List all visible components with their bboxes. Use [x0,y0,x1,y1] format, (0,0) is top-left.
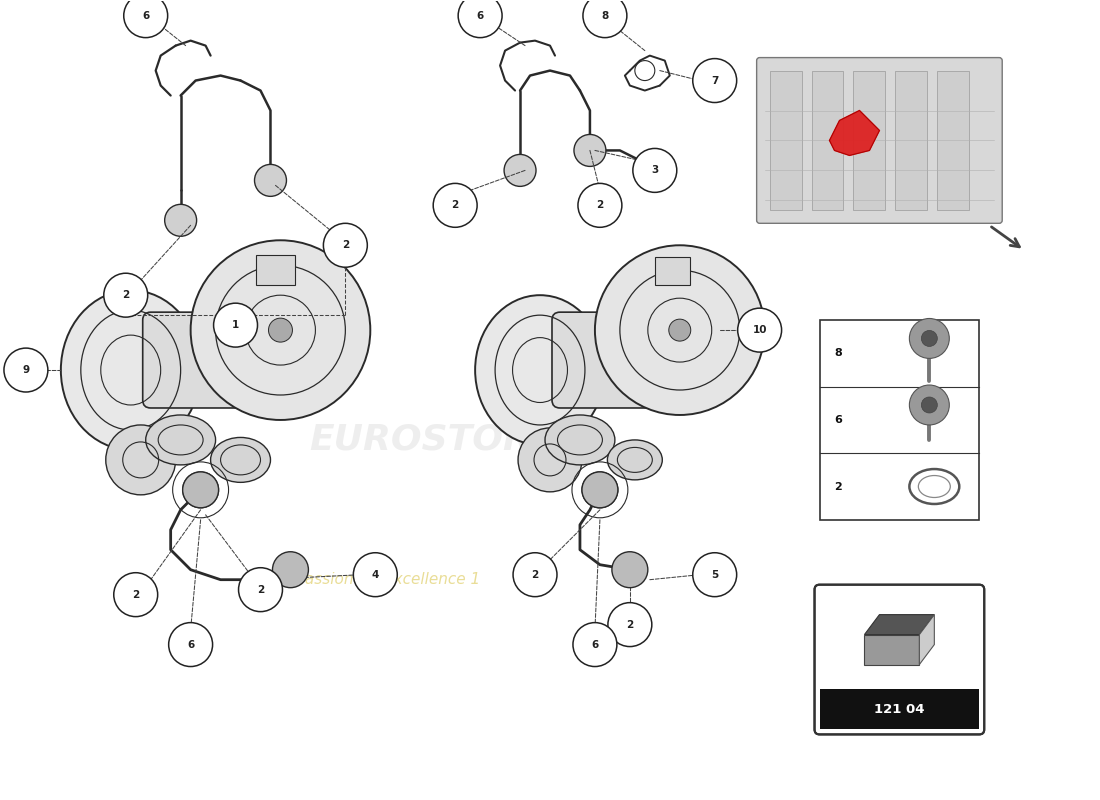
Circle shape [910,385,949,425]
Text: 2: 2 [531,570,539,580]
Circle shape [578,183,621,227]
Text: 5: 5 [711,570,718,580]
Circle shape [504,154,536,186]
Polygon shape [920,614,934,665]
Circle shape [239,568,283,612]
Bar [255,255,296,285]
Circle shape [113,573,157,617]
Text: 6: 6 [476,10,484,21]
Bar [654,258,690,285]
Text: 2: 2 [835,482,843,491]
Circle shape [190,240,371,420]
Text: 7: 7 [711,75,718,86]
Bar [770,70,802,210]
Bar [937,70,969,210]
Circle shape [693,553,737,597]
Circle shape [353,553,397,597]
Circle shape [273,552,308,588]
Circle shape [168,622,212,666]
Polygon shape [865,614,934,634]
Bar [895,70,927,210]
Circle shape [323,223,367,267]
Ellipse shape [607,440,662,480]
Ellipse shape [544,415,615,465]
Ellipse shape [210,438,271,482]
Text: a passion for excellence 1: a passion for excellence 1 [280,572,480,587]
Text: 4: 4 [372,570,379,580]
Ellipse shape [145,415,216,465]
Circle shape [106,425,176,495]
Circle shape [268,318,293,342]
Circle shape [213,303,257,347]
Text: 1: 1 [232,320,239,330]
Circle shape [922,330,937,346]
Text: 6: 6 [187,639,195,650]
Circle shape [183,472,219,508]
Circle shape [582,472,618,508]
Circle shape [693,58,737,102]
FancyBboxPatch shape [814,585,984,734]
FancyBboxPatch shape [552,312,678,408]
Ellipse shape [60,290,200,450]
Text: 3: 3 [651,166,659,175]
Circle shape [583,0,627,38]
Text: 2: 2 [132,590,140,600]
Circle shape [582,472,618,508]
Circle shape [433,183,477,227]
Polygon shape [865,634,920,665]
Circle shape [4,348,48,392]
Circle shape [632,149,676,192]
Text: 9: 9 [22,365,30,375]
Bar [854,70,886,210]
Bar [820,690,979,730]
Circle shape [612,552,648,588]
Text: 10: 10 [752,325,767,335]
FancyBboxPatch shape [143,312,278,408]
Circle shape [513,553,557,597]
Text: 2: 2 [451,200,459,210]
FancyArrowPatch shape [991,227,1020,247]
Circle shape [608,602,652,646]
Text: 2: 2 [626,620,634,630]
Text: 2: 2 [342,240,349,250]
Circle shape [254,165,286,196]
Text: 8: 8 [602,10,608,21]
Ellipse shape [475,295,605,445]
Circle shape [574,134,606,166]
Circle shape [103,274,147,317]
Circle shape [518,428,582,492]
Text: 6: 6 [835,415,843,425]
FancyBboxPatch shape [757,58,1002,223]
Text: 2: 2 [596,200,604,210]
Text: EUROSTOR: EUROSTOR [309,423,531,457]
Circle shape [669,319,691,341]
Polygon shape [829,110,879,155]
Circle shape [738,308,782,352]
Circle shape [183,472,219,508]
Text: 2: 2 [122,290,130,300]
Text: 2: 2 [257,585,264,594]
Circle shape [573,622,617,666]
Bar [820,320,979,520]
Bar [812,70,844,210]
Circle shape [165,204,197,236]
Circle shape [459,0,502,38]
Circle shape [910,318,949,358]
Text: 6: 6 [592,639,598,650]
Text: 6: 6 [142,10,150,21]
Circle shape [922,397,937,413]
Circle shape [123,0,167,38]
Text: 8: 8 [835,349,843,358]
Text: 121 04: 121 04 [874,703,925,716]
Circle shape [595,246,764,415]
